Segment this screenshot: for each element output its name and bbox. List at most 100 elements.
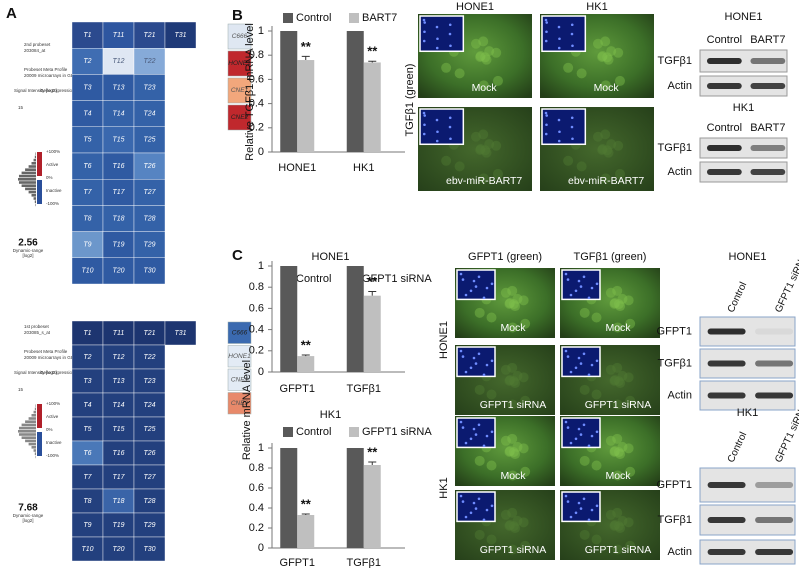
cell-blob	[591, 312, 602, 323]
inset-dapi	[456, 491, 496, 523]
nucleus	[569, 293, 573, 297]
nucleus	[485, 286, 489, 290]
legend-label: BART7	[362, 12, 397, 24]
heatmap-cell	[102, 257, 135, 285]
blot-column-label: Control	[726, 431, 750, 465]
cell-blob	[474, 529, 485, 540]
significance: **	[367, 44, 378, 59]
cell-blob	[576, 68, 587, 79]
inset-dapi	[456, 346, 496, 378]
heatmap-note: 203085_s_at	[24, 330, 51, 335]
cell-blob	[579, 455, 590, 466]
heatmap-cell	[133, 257, 166, 285]
heatmap-cell	[102, 488, 135, 514]
cell-line-box	[227, 345, 252, 368]
nucleus	[474, 362, 478, 365]
nucleus	[464, 293, 468, 297]
heatmap-cell	[133, 178, 166, 206]
scale-label: Active	[46, 414, 59, 419]
heatmap-cell	[71, 512, 104, 538]
image-caption: Mock	[500, 322, 526, 334]
cell-blob	[520, 318, 531, 329]
nucleus	[587, 296, 591, 300]
cell-blob	[491, 140, 502, 151]
nucleus	[544, 132, 548, 136]
cell-blob	[613, 376, 624, 387]
heatmap-cell	[164, 320, 197, 346]
cell-label: T12	[112, 58, 124, 65]
error-bar	[301, 55, 310, 61]
scale-label: Inactive	[46, 440, 62, 445]
cell-blob	[520, 540, 531, 551]
cell-blob	[591, 389, 602, 400]
cell-blob	[602, 52, 613, 63]
cell-blob	[520, 466, 531, 477]
y-tick-label: 0.8	[249, 462, 264, 474]
histogram-bar	[28, 190, 36, 194]
nucleus	[595, 504, 599, 508]
heatmap-note: [log2]	[22, 518, 33, 523]
cell-blob	[518, 517, 529, 528]
cell-blob	[518, 295, 529, 306]
cell-blob	[508, 299, 519, 310]
nucleus	[595, 282, 599, 286]
heatmap-note: 203084_at	[24, 48, 46, 53]
blot-band	[706, 83, 742, 89]
inset-dapi	[419, 15, 465, 53]
cell-label: T16	[112, 450, 124, 457]
inset-dapi	[456, 417, 496, 449]
histogram-bar	[18, 430, 36, 433]
cell-blob	[609, 298, 620, 309]
heatmap-cell	[133, 74, 166, 101]
cell-blob	[563, 62, 574, 73]
cell-label: T5	[83, 137, 91, 144]
nucleus	[461, 278, 465, 281]
image-column-label: HK1	[586, 1, 607, 13]
cell-label: T1	[83, 32, 91, 39]
histogram-bar	[25, 439, 36, 443]
histogram-bar	[35, 152, 36, 155]
cell-label: T25	[143, 426, 155, 433]
cell-blob	[474, 455, 485, 466]
nucleus	[469, 289, 473, 293]
cell-blob	[613, 521, 624, 532]
cell-label: T15	[112, 426, 124, 433]
nucleus	[574, 366, 578, 370]
blot-strip	[699, 75, 788, 97]
cell-blob	[505, 446, 515, 456]
cell-blob	[475, 51, 486, 62]
blot-band	[706, 145, 742, 151]
cell-label: T24	[143, 111, 155, 118]
cell-blob	[623, 443, 634, 454]
blot-row-label: Actin	[668, 80, 692, 92]
nucleus	[545, 114, 549, 117]
cell-label: T20	[112, 546, 124, 553]
significance: **	[301, 496, 312, 511]
dynamic-range: 7.68	[18, 503, 38, 514]
nucleus	[485, 434, 489, 438]
significance: **	[367, 274, 378, 289]
nucleus	[587, 444, 591, 448]
nucleus	[423, 21, 427, 24]
significance: **	[301, 39, 312, 54]
histogram-bar	[33, 449, 36, 452]
cell-label: T7	[83, 474, 92, 481]
nucleus	[557, 139, 561, 143]
cell-blob	[492, 168, 503, 179]
cell-line-label: CNE2	[231, 114, 249, 121]
cell-label: T22	[143, 354, 155, 361]
nucleus	[577, 356, 581, 360]
blot-column-label: BART7	[750, 122, 785, 134]
y-tick-label: 0	[258, 146, 264, 158]
cell-blob	[486, 460, 497, 471]
histogram-bar	[35, 404, 36, 407]
cell-blob	[612, 544, 623, 555]
cell-blob	[512, 293, 523, 304]
nucleus	[569, 370, 573, 374]
nucleus	[577, 279, 581, 283]
cell-blob	[474, 384, 485, 395]
cell-blob	[478, 129, 489, 140]
bar	[280, 266, 298, 372]
nucleus	[459, 494, 463, 498]
blot-row-label: GFPT1	[657, 479, 692, 491]
